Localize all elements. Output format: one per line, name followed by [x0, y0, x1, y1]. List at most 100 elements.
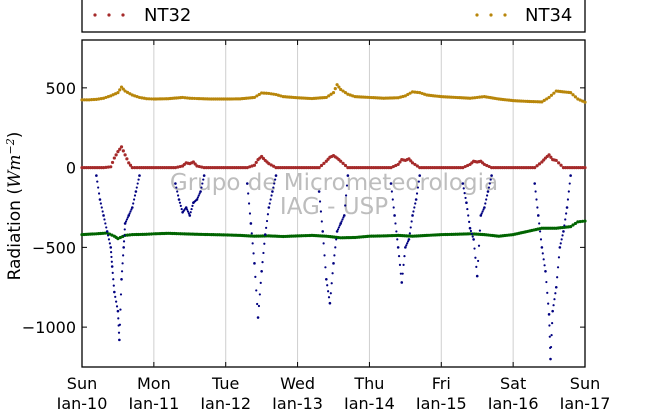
- data-point: [109, 246, 113, 249]
- data-point: [482, 208, 485, 211]
- data-point: [147, 97, 151, 101]
- data-point: [566, 225, 571, 229]
- data-point: [317, 190, 321, 193]
- data-point: [318, 200, 322, 203]
- data-point: [414, 202, 417, 205]
- data-point: [99, 96, 103, 101]
- data-point: [327, 290, 330, 293]
- data-point: [557, 256, 561, 259]
- data-point: [578, 219, 582, 224]
- data-point: [485, 163, 489, 168]
- data-point: [118, 338, 121, 342]
- data-point: [108, 242, 111, 245]
- data-point: [464, 196, 467, 200]
- data-point: [107, 238, 111, 241]
- y-tick-label: −1000: [22, 318, 76, 337]
- data-point: [415, 192, 419, 195]
- data-point: [190, 207, 193, 211]
- data-point: [409, 159, 413, 163]
- data-point: [324, 266, 327, 269]
- data-point: [343, 163, 348, 168]
- data-point: [125, 233, 130, 237]
- data-point: [222, 233, 226, 237]
- data-point: [416, 186, 420, 189]
- data-point: [380, 96, 384, 100]
- data-point: [164, 97, 168, 101]
- data-point: [250, 164, 254, 168]
- data-point: [82, 98, 86, 102]
- data-point: [409, 226, 412, 229]
- data-point: [123, 234, 126, 237]
- data-point: [351, 235, 355, 240]
- data-point: [119, 145, 124, 149]
- data-point: [104, 222, 107, 225]
- data-point: [247, 202, 251, 205]
- data-point: [254, 275, 257, 278]
- data-point: [123, 153, 127, 157]
- data-point: [333, 155, 337, 159]
- data-point: [335, 83, 339, 87]
- data-point: [509, 98, 513, 102]
- data-point: [125, 218, 129, 221]
- data-point: [122, 254, 125, 257]
- data-point: [537, 162, 542, 166]
- data-point: [80, 98, 84, 102]
- data-point: [103, 231, 107, 235]
- data-point: [183, 96, 187, 100]
- data-point: [262, 91, 266, 95]
- data-point: [346, 174, 350, 177]
- data-point: [116, 91, 120, 95]
- data-point: [106, 165, 110, 169]
- data-point: [322, 234, 326, 238]
- data-point: [185, 96, 189, 100]
- data-point: [99, 202, 102, 205]
- data-point: [329, 92, 333, 96]
- data-point: [260, 269, 263, 273]
- data-point: [552, 158, 557, 162]
- data-point: [264, 91, 269, 95]
- data-point: [468, 220, 471, 223]
- data-point: [131, 206, 134, 209]
- data-point: [474, 256, 477, 259]
- data-point: [110, 251, 113, 254]
- data-point: [191, 204, 194, 207]
- data-point: [189, 211, 192, 214]
- data-point: [243, 166, 247, 170]
- data-point: [193, 232, 197, 236]
- data-point: [341, 218, 344, 221]
- data-point: [566, 198, 570, 201]
- data-point: [394, 233, 398, 238]
- data-point: [394, 163, 398, 168]
- data-point: [257, 92, 261, 97]
- data-point: [269, 92, 273, 96]
- x-tick-day-label: Thu: [353, 374, 384, 393]
- data-point: [540, 246, 544, 249]
- data-point: [269, 163, 273, 167]
- data-point: [578, 98, 582, 102]
- data-point: [534, 190, 537, 193]
- data-point: [198, 192, 201, 195]
- data-point: [339, 222, 342, 225]
- data-point: [338, 224, 341, 227]
- y-axis-label: Radiation (Wm−2): [4, 132, 26, 281]
- data-point: [315, 166, 319, 170]
- data-point: [410, 220, 413, 223]
- data-point: [393, 214, 396, 217]
- data-point: [149, 97, 154, 101]
- data-point: [406, 242, 409, 245]
- data-point: [545, 97, 549, 101]
- data-point: [174, 182, 177, 185]
- data-point: [308, 96, 312, 101]
- data-point: [260, 91, 264, 95]
- data-point: [401, 272, 404, 275]
- data-point: [523, 230, 528, 234]
- data-point: [530, 166, 535, 170]
- data-point: [480, 95, 484, 99]
- data-point: [118, 323, 122, 326]
- data-point: [178, 201, 182, 204]
- data-point: [177, 194, 180, 197]
- data-point: [251, 242, 254, 245]
- data-point: [481, 210, 484, 213]
- data-point: [571, 93, 575, 97]
- data-point: [408, 234, 413, 238]
